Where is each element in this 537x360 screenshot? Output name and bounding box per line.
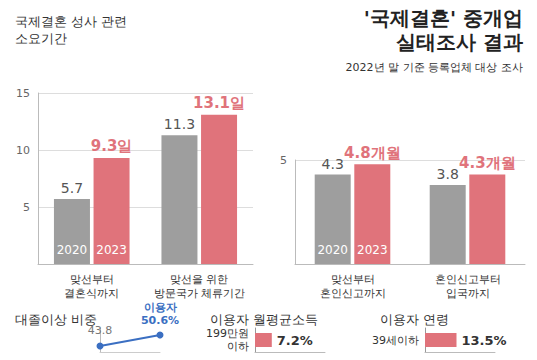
html-text:2022년 말 기준 등록업체 대상 조사: 2022년 말 기준 등록업체 대상 조사: [345, 61, 523, 74]
svg-text:혼인신고부터: 혼인신고부터: [435, 273, 501, 286]
svg-text:2023: 2023: [357, 243, 388, 257]
svg-text:대졸이상 비중: 대졸이상 비중: [15, 312, 97, 327]
svg-text:2020: 2020: [57, 243, 88, 257]
svg-text:13.5%: 13.5%: [462, 333, 507, 348]
svg-text:5: 5: [23, 201, 30, 214]
svg-text:4.3개월: 4.3개월: [459, 154, 516, 172]
svg-text:39세이하: 39세이하: [372, 334, 419, 347]
svg-text:이용자: 이용자: [144, 301, 177, 314]
svg-text:199만원: 199만원: [206, 327, 249, 340]
svg-text:5: 5: [280, 154, 287, 167]
svg-text:방문국가 체류기간: 방문국가 체류기간: [154, 287, 246, 300]
svg-text:11.3: 11.3: [164, 116, 195, 132]
svg-text:맞선부터: 맞선부터: [331, 273, 375, 286]
svg-text:혼인신고까지: 혼인신고까지: [320, 287, 386, 300]
svg-text:5.7: 5.7: [61, 180, 83, 196]
svg-text:맞선부터: 맞선부터: [70, 273, 114, 286]
svg-text:2023: 2023: [96, 243, 127, 257]
svg-text:이하: 이하: [227, 340, 249, 353]
svg-text:이용자 월평균소득: 이용자 월평균소득: [210, 312, 318, 327]
svg-text:2020: 2020: [317, 243, 348, 257]
svg-text:13.1일: 13.1일: [193, 94, 245, 112]
svg-text:9.3일: 9.3일: [91, 137, 133, 155]
svg-text:43.8: 43.8: [87, 324, 113, 338]
svg-text:소요기간: 소요기간: [15, 31, 67, 46]
svg-text:맞선을 위한: 맞선을 위한: [170, 273, 229, 286]
svg-text:50.6%: 50.6%: [141, 314, 179, 327]
svg-text:3.8: 3.8: [437, 166, 459, 182]
svg-text:7.2%: 7.2%: [277, 333, 313, 348]
svg-text:10: 10: [16, 144, 30, 157]
svg-text:15: 15: [16, 87, 30, 100]
svg-text:4.3: 4.3: [322, 156, 344, 172]
svg-text:이용자 연령: 이용자 연령: [380, 312, 449, 327]
svg-text:4.8개월: 4.8개월: [344, 144, 401, 162]
html-text:'국제결혼' 중개업 실태조사 결과: '국제결혼' 중개업 실태조사 결과: [363, 6, 523, 54]
svg-text:결혼식까지: 결혼식까지: [64, 287, 119, 300]
svg-text:입국까지: 입국까지: [446, 287, 490, 300]
svg-text:국제결혼 성사 관련: 국제결혼 성사 관련: [15, 14, 127, 29]
